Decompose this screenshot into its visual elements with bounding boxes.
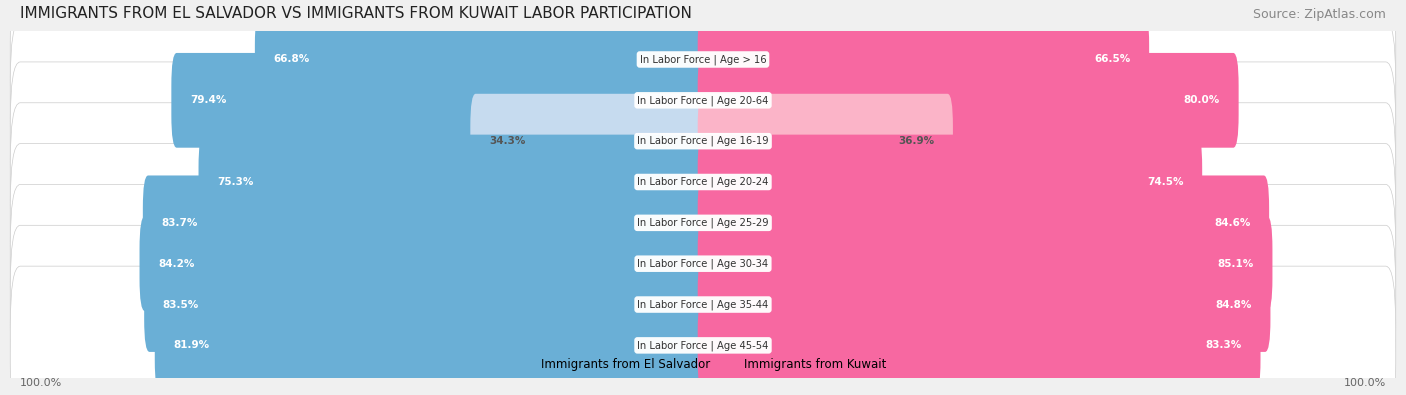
Text: 66.8%: 66.8% bbox=[273, 55, 309, 64]
Text: 83.3%: 83.3% bbox=[1206, 340, 1241, 350]
Text: 84.8%: 84.8% bbox=[1216, 299, 1251, 310]
Text: 34.3%: 34.3% bbox=[489, 136, 526, 146]
Text: In Labor Force | Age 20-64: In Labor Force | Age 20-64 bbox=[637, 95, 769, 105]
Text: 80.0%: 80.0% bbox=[1184, 95, 1220, 105]
Text: 84.6%: 84.6% bbox=[1215, 218, 1250, 228]
Text: In Labor Force | Age 35-44: In Labor Force | Age 35-44 bbox=[637, 299, 769, 310]
Text: 36.9%: 36.9% bbox=[898, 136, 935, 146]
FancyBboxPatch shape bbox=[10, 184, 1396, 343]
FancyBboxPatch shape bbox=[697, 298, 1261, 393]
FancyBboxPatch shape bbox=[697, 257, 1271, 352]
FancyBboxPatch shape bbox=[697, 175, 1270, 270]
FancyBboxPatch shape bbox=[10, 144, 1396, 302]
Text: 74.5%: 74.5% bbox=[1147, 177, 1184, 187]
Text: Source: ZipAtlas.com: Source: ZipAtlas.com bbox=[1253, 8, 1386, 21]
FancyBboxPatch shape bbox=[471, 94, 709, 188]
Text: 85.1%: 85.1% bbox=[1218, 259, 1254, 269]
FancyBboxPatch shape bbox=[10, 0, 1396, 139]
FancyBboxPatch shape bbox=[10, 225, 1396, 384]
Text: 66.5%: 66.5% bbox=[1094, 55, 1130, 64]
Text: 100.0%: 100.0% bbox=[20, 378, 62, 388]
FancyBboxPatch shape bbox=[697, 94, 953, 188]
FancyBboxPatch shape bbox=[198, 135, 709, 229]
FancyBboxPatch shape bbox=[697, 12, 1149, 107]
Text: 83.5%: 83.5% bbox=[163, 299, 200, 310]
FancyBboxPatch shape bbox=[10, 266, 1396, 395]
Legend: Immigrants from El Salvador, Immigrants from Kuwait: Immigrants from El Salvador, Immigrants … bbox=[516, 353, 890, 376]
Text: In Labor Force | Age 45-54: In Labor Force | Age 45-54 bbox=[637, 340, 769, 351]
FancyBboxPatch shape bbox=[139, 216, 709, 311]
Text: In Labor Force | Age 25-29: In Labor Force | Age 25-29 bbox=[637, 218, 769, 228]
FancyBboxPatch shape bbox=[145, 257, 709, 352]
Text: 84.2%: 84.2% bbox=[157, 259, 194, 269]
FancyBboxPatch shape bbox=[155, 298, 709, 393]
FancyBboxPatch shape bbox=[172, 53, 709, 148]
Text: In Labor Force | Age > 16: In Labor Force | Age > 16 bbox=[640, 54, 766, 65]
FancyBboxPatch shape bbox=[143, 175, 709, 270]
FancyBboxPatch shape bbox=[10, 62, 1396, 220]
Text: 75.3%: 75.3% bbox=[217, 177, 253, 187]
FancyBboxPatch shape bbox=[697, 53, 1239, 148]
Text: 83.7%: 83.7% bbox=[162, 218, 198, 228]
FancyBboxPatch shape bbox=[697, 216, 1272, 311]
FancyBboxPatch shape bbox=[697, 135, 1202, 229]
Text: 100.0%: 100.0% bbox=[1344, 378, 1386, 388]
FancyBboxPatch shape bbox=[254, 12, 709, 107]
FancyBboxPatch shape bbox=[10, 21, 1396, 180]
Text: In Labor Force | Age 30-34: In Labor Force | Age 30-34 bbox=[637, 258, 769, 269]
FancyBboxPatch shape bbox=[10, 103, 1396, 261]
Text: 79.4%: 79.4% bbox=[190, 95, 226, 105]
Text: IMMIGRANTS FROM EL SALVADOR VS IMMIGRANTS FROM KUWAIT LABOR PARTICIPATION: IMMIGRANTS FROM EL SALVADOR VS IMMIGRANT… bbox=[20, 6, 692, 21]
Text: In Labor Force | Age 16-19: In Labor Force | Age 16-19 bbox=[637, 136, 769, 147]
Text: In Labor Force | Age 20-24: In Labor Force | Age 20-24 bbox=[637, 177, 769, 187]
Text: 81.9%: 81.9% bbox=[173, 340, 209, 350]
